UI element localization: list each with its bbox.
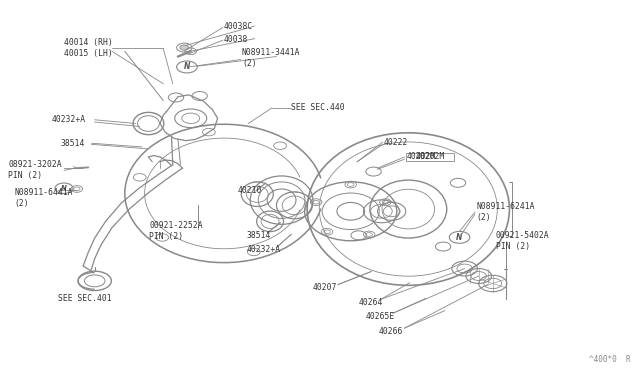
- Text: 40202M: 40202M: [415, 153, 445, 161]
- Text: 38514: 38514: [61, 139, 85, 148]
- Text: 08921-3202A
PIN (2): 08921-3202A PIN (2): [8, 160, 62, 180]
- FancyBboxPatch shape: [406, 153, 454, 161]
- Text: 00921-5402A
PIN (2): 00921-5402A PIN (2): [496, 231, 550, 251]
- Text: 40207: 40207: [312, 283, 337, 292]
- Text: 40014 (RH)
40015 (LH): 40014 (RH) 40015 (LH): [64, 38, 113, 58]
- Text: N: N: [184, 62, 190, 71]
- Text: ^400*0  R: ^400*0 R: [589, 355, 630, 364]
- Text: N: N: [456, 233, 463, 242]
- Text: SEE SEC.440: SEE SEC.440: [291, 103, 345, 112]
- Text: 40210: 40210: [238, 186, 262, 195]
- Text: 40222: 40222: [384, 138, 408, 147]
- Text: 40266: 40266: [379, 327, 403, 336]
- Text: 40038: 40038: [224, 35, 248, 44]
- Text: SEE SEC.401: SEE SEC.401: [58, 294, 111, 303]
- Text: N: N: [61, 185, 67, 191]
- Text: 40232+A: 40232+A: [246, 246, 280, 254]
- Text: 40202M: 40202M: [406, 153, 436, 161]
- Text: 40038C: 40038C: [224, 22, 253, 31]
- Text: 00921-2252A
PIN (2): 00921-2252A PIN (2): [149, 221, 203, 241]
- Text: 40232+A: 40232+A: [51, 115, 85, 124]
- Circle shape: [180, 45, 189, 50]
- Text: N08911-6241A
(2): N08911-6241A (2): [477, 202, 535, 222]
- Text: N08911-3441A
(2): N08911-3441A (2): [242, 48, 300, 68]
- Text: 40264: 40264: [358, 298, 383, 307]
- Text: 38514: 38514: [246, 231, 271, 240]
- Text: 40265E: 40265E: [366, 312, 396, 321]
- Text: N08911-6441A
(2): N08911-6441A (2): [14, 188, 72, 208]
